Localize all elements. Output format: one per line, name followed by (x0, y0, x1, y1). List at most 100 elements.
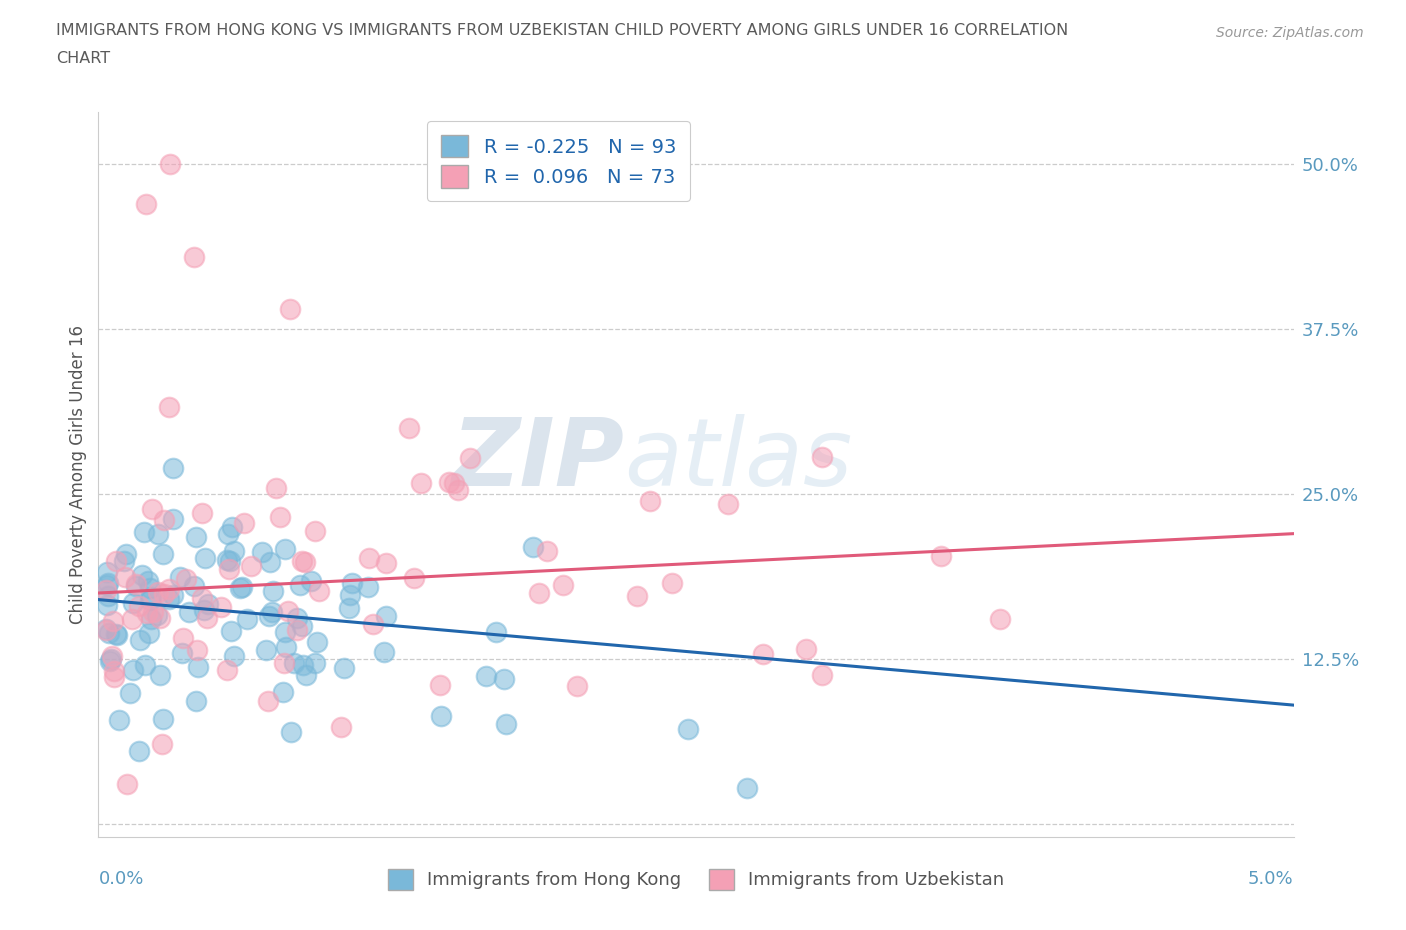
Immigrants from Uzbekistan (794, 642, 817, 657)
Immigrants from Uzbekistan (398, 420, 420, 435)
Immigrants from Hong Kong (340, 576, 363, 591)
Immigrants from Uzbekistan (278, 302, 301, 317)
Immigrants from Hong Kong (136, 573, 159, 588)
Immigrants from Hong Kong (125, 578, 148, 593)
Immigrants from Hong Kong (183, 578, 205, 593)
Immigrants from Hong Kong (236, 612, 259, 627)
Immigrants from Hong Kong (108, 712, 131, 727)
Immigrants from Hong Kong (105, 628, 128, 643)
Immigrants from Hong Kong (122, 663, 145, 678)
Immigrants from Uzbekistan (146, 585, 169, 600)
Immigrants from Uzbekistan (277, 604, 299, 618)
Immigrants from Hong Kong (219, 624, 242, 639)
Immigrants from Hong Kong (339, 588, 361, 603)
Immigrants from Hong Kong (375, 608, 398, 623)
Immigrants from Hong Kong (259, 608, 281, 623)
Immigrants from Hong Kong (262, 583, 284, 598)
Immigrants from Hong Kong (152, 711, 174, 726)
Immigrants from Uzbekistan (429, 678, 451, 693)
Immigrants from Uzbekistan (661, 575, 683, 590)
Immigrants from Hong Kong (254, 643, 277, 658)
Immigrants from Hong Kong (186, 529, 208, 544)
Immigrants from Hong Kong (271, 684, 294, 699)
Immigrants from Uzbekistan (752, 646, 775, 661)
Immigrants from Uzbekistan (257, 693, 280, 708)
Immigrants from Hong Kong (357, 579, 380, 594)
Immigrants from Hong Kong (337, 600, 360, 615)
Immigrants from Uzbekistan (103, 664, 125, 679)
Immigrants from Uzbekistan (294, 555, 316, 570)
Immigrants from Uzbekistan (105, 553, 128, 568)
Immigrants from Hong Kong (138, 581, 160, 596)
Immigrants from Hong Kong (162, 588, 184, 603)
Text: CHART: CHART (56, 51, 110, 66)
Y-axis label: Child Poverty Among Girls Under 16: Child Poverty Among Girls Under 16 (69, 325, 87, 624)
Text: Source: ZipAtlas.com: Source: ZipAtlas.com (1216, 26, 1364, 40)
Immigrants from Hong Kong (132, 525, 155, 539)
Immigrants from Hong Kong (283, 656, 305, 671)
Text: 5.0%: 5.0% (1249, 870, 1294, 887)
Immigrants from Hong Kong (291, 619, 314, 634)
Immigrants from Hong Kong (96, 565, 118, 579)
Immigrants from Uzbekistan (308, 583, 330, 598)
Immigrants from Hong Kong (186, 694, 208, 709)
Immigrants from Hong Kong (169, 569, 191, 584)
Immigrants from Hong Kong (231, 579, 253, 594)
Immigrants from Hong Kong (120, 685, 142, 700)
Immigrants from Hong Kong (287, 611, 309, 626)
Immigrants from Uzbekistan (157, 400, 180, 415)
Text: 0.0%: 0.0% (98, 870, 143, 887)
Immigrants from Uzbekistan (172, 631, 194, 645)
Immigrants from Hong Kong (221, 520, 243, 535)
Immigrants from Uzbekistan (529, 585, 551, 600)
Immigrants from Hong Kong (373, 644, 395, 659)
Immigrants from Hong Kong (172, 645, 194, 660)
Immigrants from Hong Kong (676, 722, 699, 737)
Immigrants from Hong Kong (149, 668, 172, 683)
Immigrants from Hong Kong (139, 612, 162, 627)
Immigrants from Uzbekistan (626, 589, 648, 604)
Immigrants from Hong Kong (162, 460, 184, 475)
Immigrants from Hong Kong (194, 551, 217, 565)
Immigrants from Hong Kong (138, 626, 160, 641)
Immigrants from Uzbekistan (264, 481, 287, 496)
Immigrants from Hong Kong (262, 604, 284, 619)
Immigrants from Hong Kong (97, 576, 120, 591)
Immigrants from Uzbekistan (565, 679, 588, 694)
Immigrants from Uzbekistan (446, 483, 468, 498)
Immigrants from Hong Kong (131, 567, 153, 582)
Immigrants from Uzbekistan (197, 610, 219, 625)
Immigrants from Hong Kong (98, 653, 121, 668)
Immigrants from Uzbekistan (988, 611, 1011, 626)
Immigrants from Uzbekistan (458, 450, 481, 465)
Immigrants from Hong Kong (224, 544, 246, 559)
Immigrants from Uzbekistan (929, 549, 952, 564)
Immigrants from Uzbekistan (217, 662, 239, 677)
Immigrants from Hong Kong (115, 547, 138, 562)
Immigrants from Uzbekistan (240, 559, 263, 574)
Legend: Immigrants from Hong Kong, Immigrants from Uzbekistan: Immigrants from Hong Kong, Immigrants fr… (381, 861, 1011, 897)
Immigrants from Hong Kong (495, 717, 517, 732)
Immigrants from Uzbekistan (437, 474, 460, 489)
Immigrants from Uzbekistan (717, 496, 740, 511)
Immigrants from Uzbekistan (191, 591, 214, 605)
Immigrants from Uzbekistan (157, 581, 180, 596)
Immigrants from Uzbekistan (638, 493, 661, 508)
Immigrants from Hong Kong (152, 547, 174, 562)
Immigrants from Uzbekistan (304, 524, 326, 538)
Immigrants from Uzbekistan (269, 510, 291, 525)
Immigrants from Uzbekistan (329, 720, 352, 735)
Immigrants from Hong Kong (474, 669, 496, 684)
Immigrants from Hong Kong (494, 671, 516, 686)
Immigrants from Hong Kong (145, 607, 167, 622)
Immigrants from Uzbekistan (285, 623, 308, 638)
Immigrants from Hong Kong (299, 574, 322, 589)
Immigrants from Uzbekistan (114, 569, 136, 584)
Immigrants from Uzbekistan (191, 505, 214, 520)
Immigrants from Uzbekistan (125, 577, 148, 591)
Immigrants from Hong Kong (122, 595, 145, 610)
Immigrants from Hong Kong (187, 659, 209, 674)
Immigrants from Hong Kong (292, 658, 315, 672)
Immigrants from Uzbekistan (101, 649, 124, 664)
Immigrants from Uzbekistan (174, 572, 197, 587)
